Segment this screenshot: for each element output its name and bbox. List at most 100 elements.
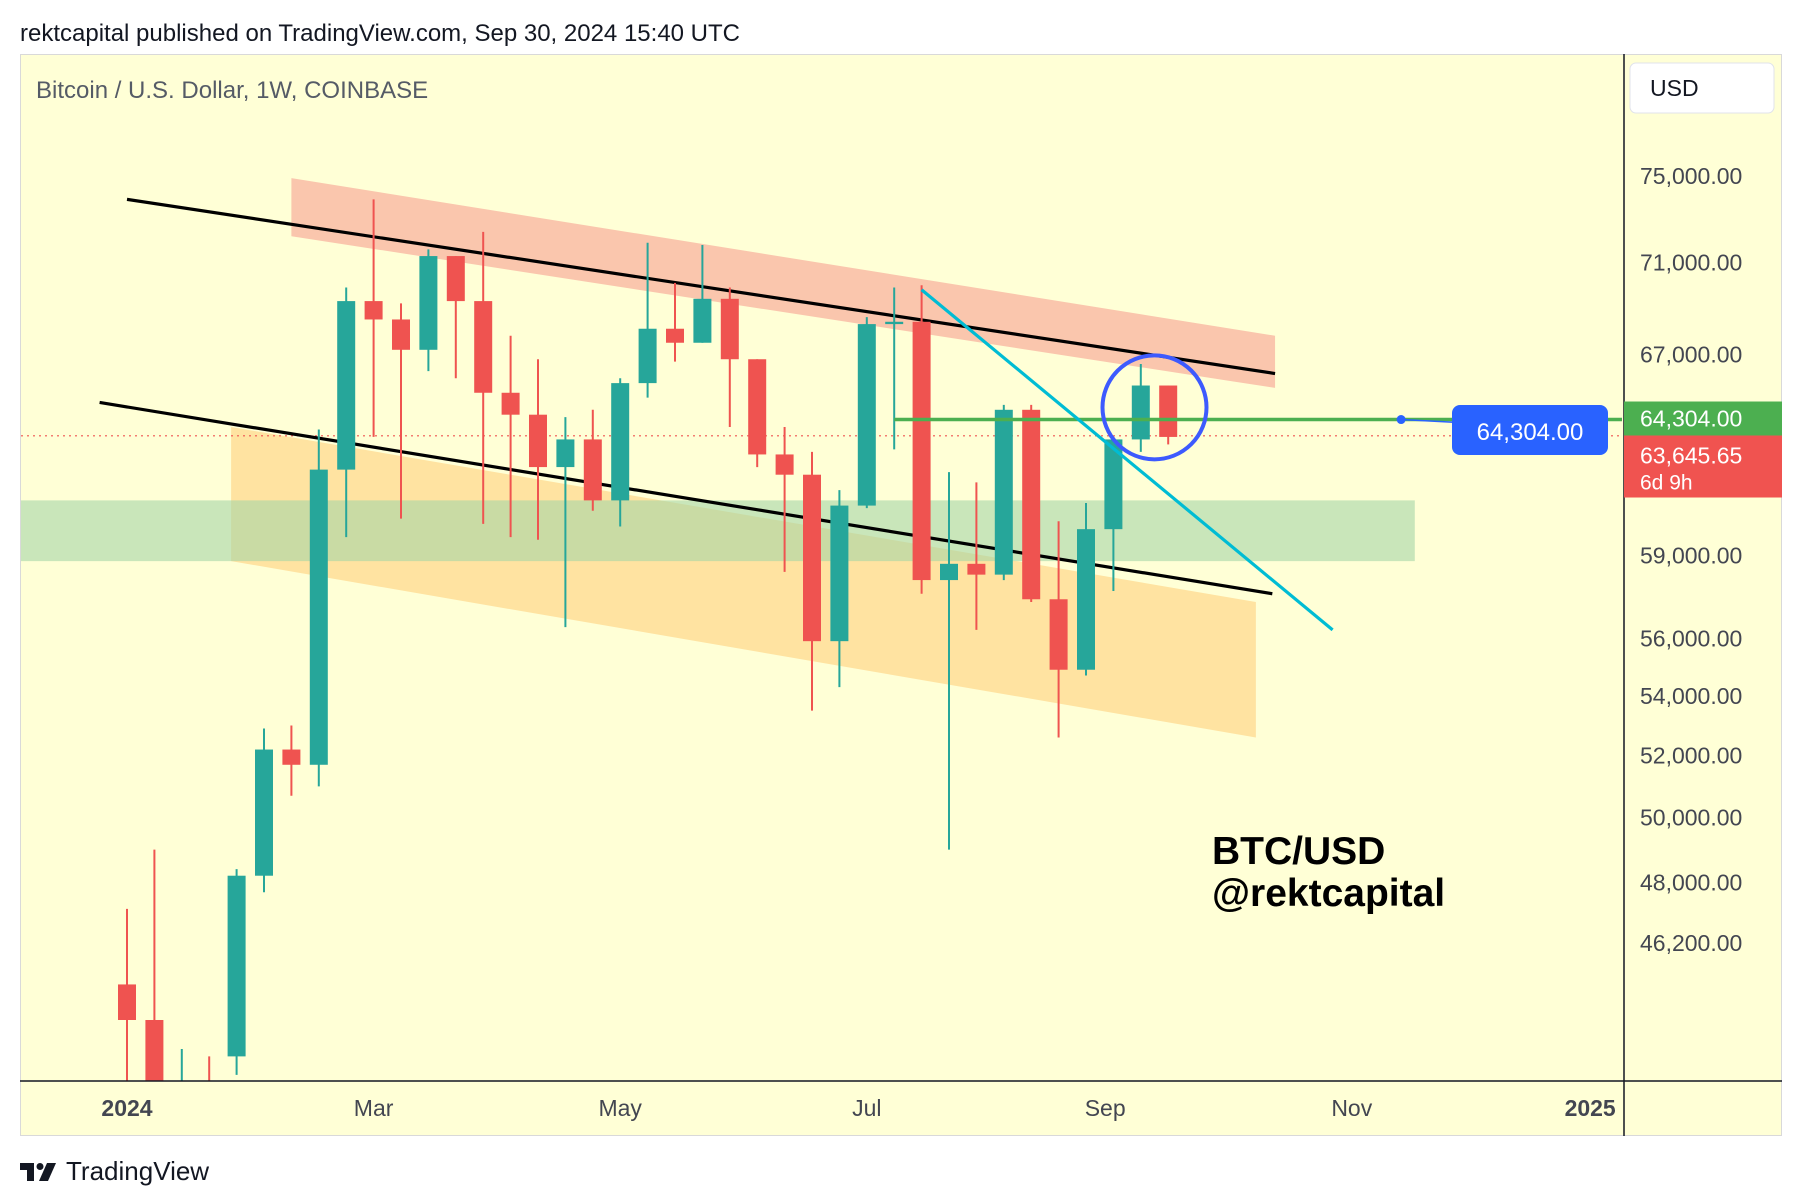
candle-2024-07-08[interactable]: [857, 317, 876, 509]
candle-body: [583, 439, 602, 501]
candle-body: [748, 359, 767, 455]
candle-body: [556, 439, 575, 468]
candle-2024-02-26[interactable]: [337, 287, 356, 538]
tradingview-logo-icon[interactable]: [20, 1161, 58, 1183]
orange-support-zone: [231, 427, 1256, 738]
candle-2024-05-13[interactable]: [638, 242, 657, 398]
y-tick-label: 71,000.00: [1640, 250, 1742, 276]
candle-2024-08-05[interactable]: [967, 482, 986, 630]
candle-2024-08-12[interactable]: [994, 404, 1013, 581]
candle-body: [501, 392, 520, 415]
y-tick-label: 54,000.00: [1640, 683, 1742, 709]
candle-2024-06-03[interactable]: [720, 287, 739, 428]
candle-2024-08-19[interactable]: [1022, 404, 1041, 603]
candle-body: [857, 324, 876, 506]
highlight-circle[interactable]: [1100, 353, 1209, 462]
channel-upper-line[interactable]: [126, 197, 1276, 376]
candle-2024-04-29[interactable]: [583, 409, 602, 511]
candle-body: [666, 328, 684, 343]
footer-brand[interactable]: TradingView: [66, 1156, 210, 1186]
candle-2024-09-02[interactable]: [1077, 502, 1095, 676]
countdown-label: 6d 9h: [1640, 472, 1693, 495]
y-tick-label: 48,000.00: [1640, 869, 1742, 895]
channel-lower-line[interactable]: [99, 400, 1273, 596]
candle-2024-06-17[interactable]: [775, 427, 794, 572]
candle-2024-07-01[interactable]: [830, 490, 849, 688]
callout-box[interactable]: [1452, 405, 1608, 455]
candle-2024-02-12[interactable]: [282, 725, 301, 796]
candle-body: [1131, 385, 1150, 440]
candle-body: [529, 414, 547, 468]
x-tick-label: Jul: [852, 1095, 881, 1121]
candle-2024-04-08[interactable]: [501, 335, 520, 538]
x-tick-label: 2024: [101, 1095, 152, 1121]
candle-body: [693, 298, 712, 343]
candle-body: [474, 301, 493, 393]
candle-2024-03-25[interactable]: [446, 256, 465, 379]
candle-2024-09-16[interactable]: [1131, 363, 1150, 452]
candle-2024-06-10[interactable]: [748, 359, 767, 468]
candle-2024-01-22[interactable]: [200, 1056, 218, 1140]
candle-body: [611, 383, 630, 501]
candle-2024-01-08[interactable]: [145, 849, 164, 1113]
candle-body: [446, 256, 465, 302]
candle-body: [775, 454, 794, 475]
candle-body: [1104, 439, 1123, 530]
candle-2024-04-22[interactable]: [556, 417, 575, 628]
candle-2024-04-15[interactable]: [529, 359, 547, 540]
candle-body: [173, 1097, 191, 1105]
candle-body: [1159, 385, 1178, 437]
x-tick-label: 2025: [1565, 1095, 1616, 1121]
candle-body: [720, 298, 739, 360]
candle-body: [1022, 409, 1041, 600]
callout-anchor-dot[interactable]: [1396, 415, 1406, 425]
candle-2024-08-26[interactable]: [1049, 521, 1068, 738]
candle-2024-01-15[interactable]: [173, 1049, 191, 1140]
level-price-tag: [1624, 401, 1782, 436]
candle-body: [994, 409, 1013, 575]
candle-body: [638, 328, 657, 384]
candle-2024-06-24[interactable]: [803, 451, 821, 711]
candle-body: [200, 1094, 218, 1140]
y-tick-label: 52,000.00: [1640, 743, 1742, 769]
candle-2024-09-23[interactable]: [1159, 385, 1178, 445]
candle-2024-07-29[interactable]: [940, 472, 958, 850]
candle-2024-03-04[interactable]: [364, 199, 383, 437]
annotation-line2: @rektcapital: [1212, 872, 1445, 915]
candle-2024-09-09[interactable]: [1104, 436, 1123, 592]
candle-body: [145, 1020, 164, 1081]
candle-2024-02-05[interactable]: [255, 728, 273, 893]
y-tick-label: 56,000.00: [1640, 625, 1742, 651]
candle-body: [940, 563, 958, 581]
candle-2024-05-06[interactable]: [611, 378, 630, 527]
candle-2024-07-22[interactable]: [912, 285, 931, 594]
candle-2024-05-20[interactable]: [666, 282, 684, 362]
candle-body: [227, 875, 246, 1057]
candle-2024-05-27[interactable]: [693, 245, 712, 343]
candle-body: [912, 321, 931, 581]
price-chart[interactable]: 75,000.00 71,000.00 67,000.00 59,000.00 56,0…: [0, 0, 1794, 1140]
y-tick-label: 75,000.00: [1640, 163, 1742, 189]
footer: TradingView: [20, 1156, 209, 1187]
candle-2024-03-18[interactable]: [419, 249, 438, 372]
currency-button[interactable]: [1629, 62, 1775, 114]
candle-2024-07-15[interactable]: [885, 287, 904, 450]
candle-2024-01-29[interactable]: [227, 869, 246, 1075]
candle-2024-04-01[interactable]: [474, 231, 493, 524]
annotation-line1: BTC/USD: [1212, 830, 1385, 873]
candle-body: [803, 474, 821, 642]
chart-title: Bitcoin / U.S. Dollar, 1W, COINBASE: [36, 77, 428, 104]
candle-2024-02-19[interactable]: [309, 429, 328, 787]
diagonal-trendline[interactable]: [920, 288, 1334, 632]
current-price-tag: [1624, 435, 1782, 498]
x-tick-label: Sep: [1085, 1095, 1126, 1121]
level-price-tag-label: 64,304.00: [1640, 406, 1742, 432]
y-tick-label: 50,000.00: [1640, 805, 1742, 831]
candle-body: [419, 256, 438, 350]
green-support-zone: [21, 500, 1415, 562]
candle-2024-03-11[interactable]: [392, 303, 410, 519]
candle-body: [1077, 529, 1095, 670]
candle-2024-01-01[interactable]: [118, 908, 136, 1094]
publish-header: rektcapital published on TradingView.com…: [20, 20, 740, 47]
y-tick-label: 46,200.00: [1640, 930, 1742, 956]
